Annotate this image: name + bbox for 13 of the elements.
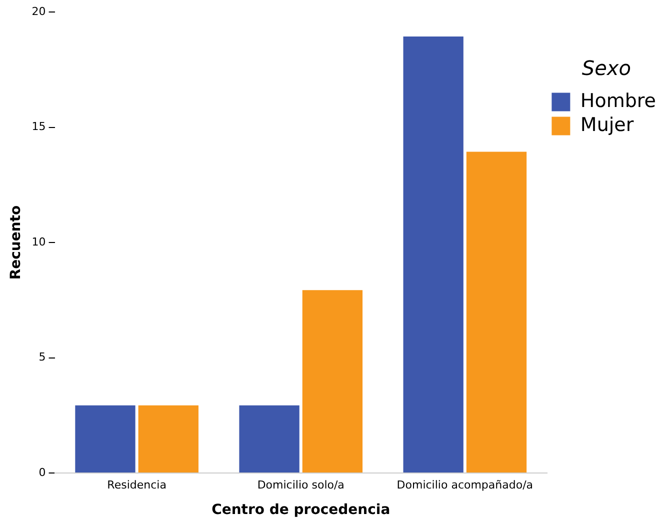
- x-tick-label: Domicilio acompañado/a: [396, 478, 534, 492]
- y-tick-label: 20: [32, 4, 46, 18]
- legend-title: Sexo: [582, 56, 632, 80]
- x-axis-title: Centro de procedencia: [212, 502, 390, 518]
- x-tick-label: Residencia: [107, 478, 166, 492]
- y-tick-label: 5: [38, 350, 46, 364]
- y-tick-label: 10: [32, 235, 46, 248]
- legend-label: Hombre: [580, 90, 656, 112]
- legend-label: Mujer: [580, 114, 634, 136]
- y-axis-title: Recuento: [8, 204, 24, 280]
- x-tick-label: Domicilio solo/a: [257, 478, 344, 492]
- y-tick-label: 0: [38, 466, 46, 479]
- y-tick-label: 15: [32, 120, 46, 134]
